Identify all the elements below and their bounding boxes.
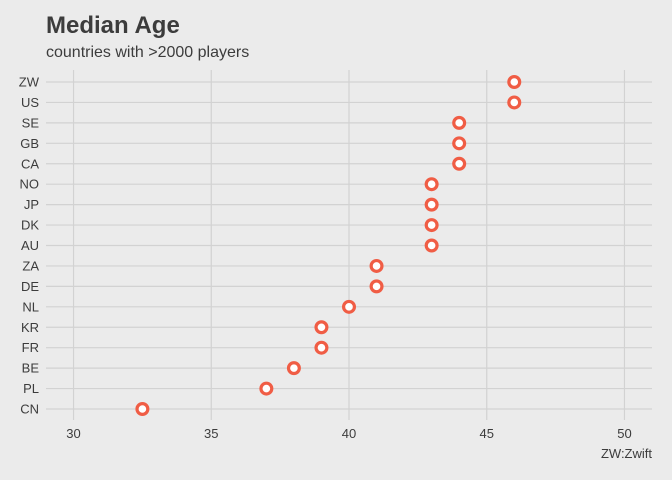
data-point [286, 361, 301, 376]
data-point [424, 238, 439, 253]
y-tick-label: NL [22, 299, 39, 314]
chart-title: Median Age [46, 12, 180, 39]
x-tick-label: 50 [617, 426, 631, 441]
data-point [342, 299, 357, 314]
y-tick-label: DE [21, 279, 39, 294]
x-tick-label: 30 [66, 426, 80, 441]
x-tick-label: 35 [204, 426, 218, 441]
data-point [135, 402, 150, 417]
y-tick-label: PL [23, 381, 39, 396]
y-tick-label: SE [22, 115, 40, 130]
data-point [424, 218, 439, 233]
data-point [314, 340, 329, 355]
data-point [424, 177, 439, 192]
data-point [369, 279, 384, 294]
data-point [424, 197, 439, 212]
data-point [452, 136, 467, 151]
y-tick-label: ZA [22, 258, 39, 273]
y-tick-label: FR [22, 340, 39, 355]
y-tick-label: CN [20, 402, 39, 417]
y-tick-label: ZW [19, 75, 40, 90]
data-point [259, 381, 274, 396]
y-tick-label: AU [21, 238, 39, 253]
x-tick-label: 45 [479, 426, 493, 441]
y-tick-label: GB [20, 136, 39, 151]
data-point [314, 320, 329, 335]
y-tick-label: JP [24, 197, 39, 212]
y-tick-label: KR [21, 320, 39, 335]
data-point [369, 258, 384, 273]
x-tick-label: 40 [342, 426, 356, 441]
chart-subtitle: countries with >2000 players [46, 44, 250, 61]
data-point [452, 156, 467, 171]
y-tick-label: BE [22, 361, 40, 376]
y-tick-label: DK [21, 218, 39, 233]
data-point [507, 74, 522, 89]
y-tick-label: NO [20, 177, 40, 192]
data-point [507, 95, 522, 110]
chart-caption: ZW:Zwift [600, 446, 652, 461]
y-tick-label: US [21, 95, 39, 110]
data-point [452, 115, 467, 130]
y-tick-label: CA [21, 156, 39, 171]
